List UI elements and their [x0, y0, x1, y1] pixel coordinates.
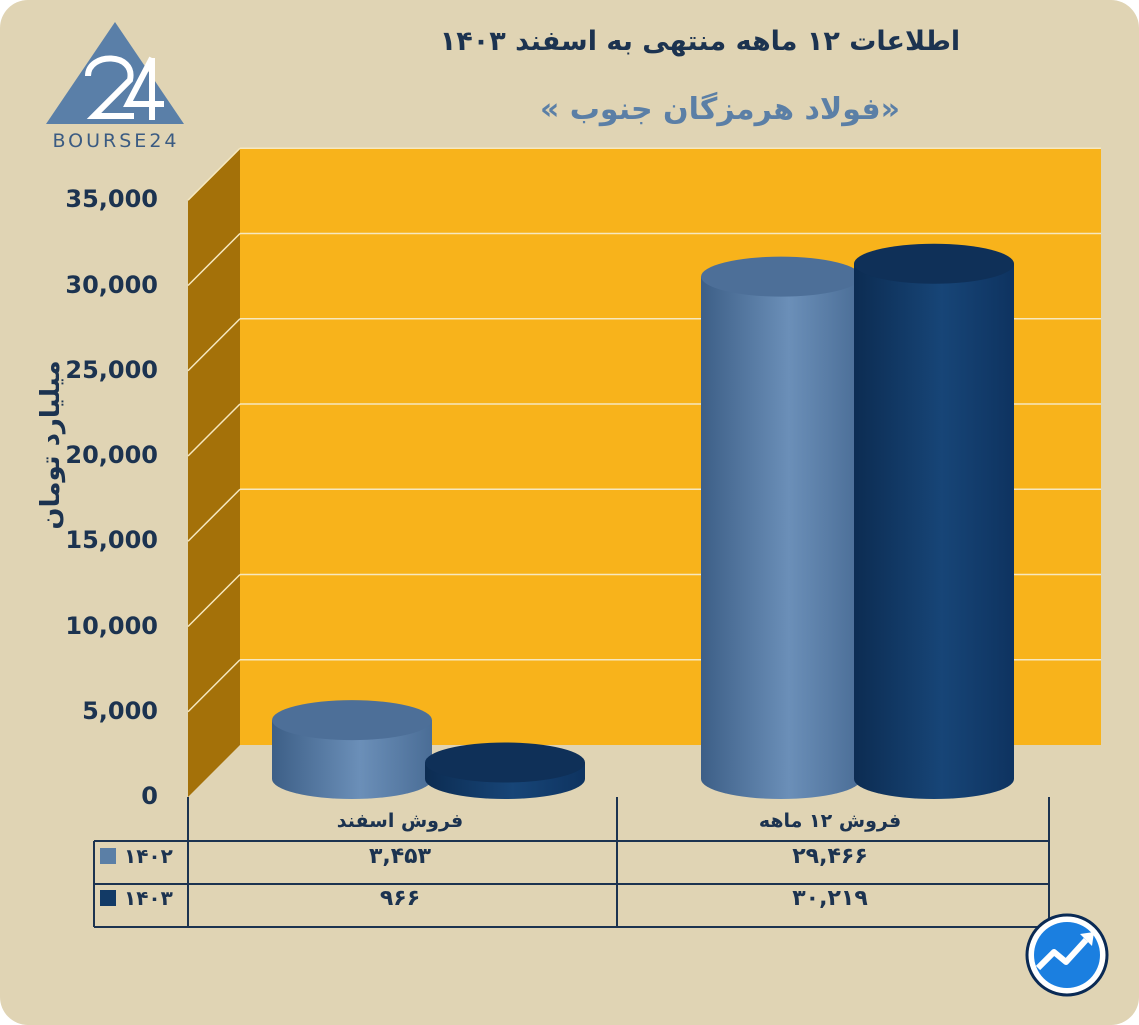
legend-item-1402: ۱۴۰۲ [100, 844, 186, 868]
gridline-side [187, 659, 241, 713]
legend-label: ۱۴۰۳ [124, 886, 173, 910]
chart-subtitle: «فولاد هرمزگان جنوب » [539, 92, 901, 127]
gridline-side [187, 147, 241, 201]
y-tick-label: 20,000 [65, 441, 158, 469]
trend-up-icon [1024, 912, 1110, 998]
legend-label: ۱۴۰۲ [124, 844, 173, 868]
bar-top-۱۴۰۳ [425, 742, 585, 783]
bar-top-۱۴۰۳ [854, 243, 1014, 284]
plot-side-wall [188, 148, 240, 797]
legend-swatch [100, 890, 116, 906]
bar-۱۴۰۲ [701, 276, 861, 799]
y-tick-label: 35,000 [65, 185, 158, 214]
y-tick-label: 0 [141, 782, 158, 810]
gridline-side [187, 403, 241, 457]
bar-۱۴۰۲ [272, 720, 432, 799]
bar-top-۱۴۰۲ [272, 700, 432, 741]
gridline-side [187, 232, 241, 287]
legend-swatch [100, 848, 116, 864]
y-tick-label: 5,000 [82, 696, 158, 725]
logo-text: BOURSE24 [52, 130, 180, 152]
y-tick-label: 25,000 [65, 355, 158, 384]
bourse24-logo [40, 18, 190, 158]
legend-item-1403: ۱۴۰۳ [100, 886, 186, 910]
gridline-side [187, 318, 241, 372]
gridline-side [187, 573, 241, 628]
y-tick-label: 10,000 [65, 611, 158, 640]
table-cell: ۳,۴۵۳ [368, 844, 432, 869]
table-cell: ۹۶۶ [379, 886, 421, 911]
category-label: فروش ۱۲ ماهه [758, 810, 902, 832]
gridline-side [187, 488, 241, 542]
bar-top-۱۴۰۲ [701, 256, 861, 297]
category-label: فروش اسفند [336, 810, 464, 832]
bar-۱۴۰۳ [854, 263, 1014, 799]
table-cell: ۳۰,۲۱۹ [792, 886, 868, 911]
table-cell: ۲۹,۴۶۶ [792, 844, 868, 869]
y-tick-label: 30,000 [65, 270, 158, 299]
y-tick-label: 15,000 [65, 526, 158, 555]
chart-title: اطلاعات ۱۲ ماهه منتهی به اسفند ۱۴۰۳ [439, 26, 961, 57]
